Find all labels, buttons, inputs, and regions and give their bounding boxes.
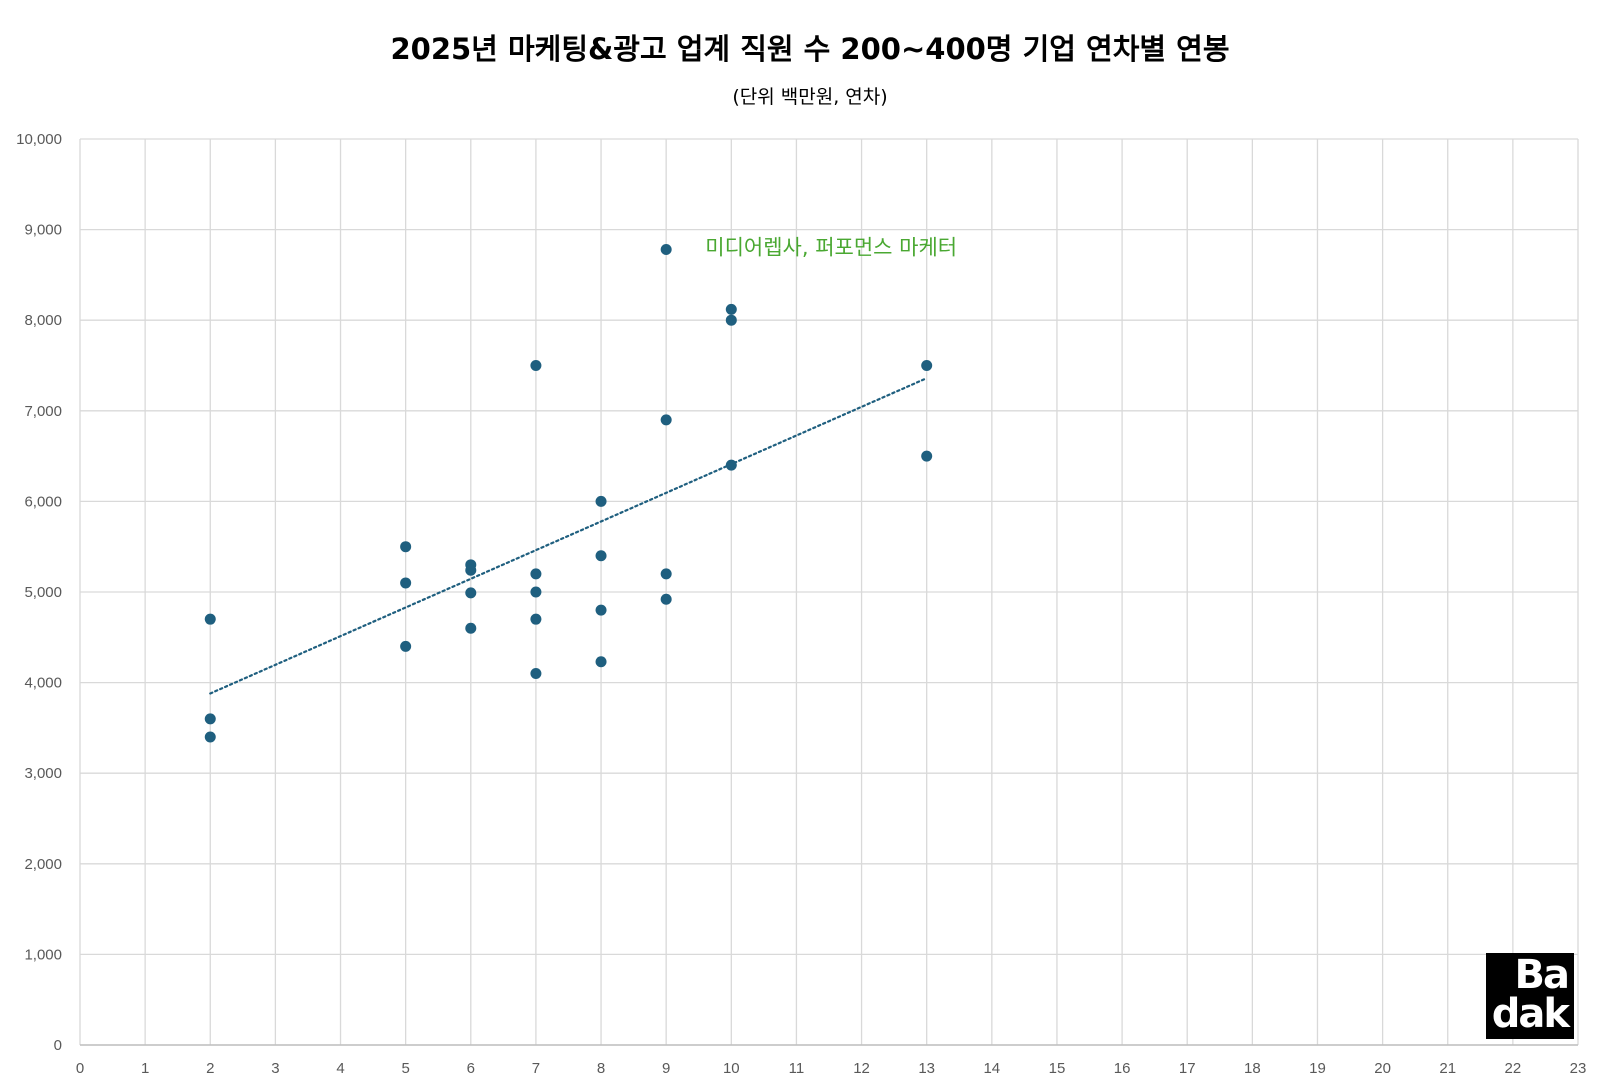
data-point [530, 668, 542, 680]
x-tick-label: 8 [597, 1060, 605, 1077]
x-tick-label: 11 [789, 1060, 805, 1077]
data-point [660, 244, 672, 256]
y-tick-label: 9,000 [24, 222, 62, 239]
trendline [209, 377, 928, 695]
data-point [465, 564, 477, 576]
x-tick-label: 16 [1114, 1060, 1131, 1077]
data-point [660, 593, 672, 605]
x-tick-label: 6 [467, 1060, 475, 1077]
data-point [595, 656, 607, 668]
x-tick-label: 5 [401, 1060, 409, 1077]
y-tick-label: 8,000 [24, 312, 62, 329]
x-tick-label: 0 [76, 1060, 84, 1077]
x-tick-label: 10 [723, 1060, 740, 1077]
y-tick-label: 2,000 [24, 856, 62, 873]
data-points [204, 244, 933, 743]
logo-text-line2: dak [1491, 991, 1570, 1037]
data-point [725, 314, 737, 326]
data-point [465, 622, 477, 634]
data-point [660, 414, 672, 426]
trendline-line [209, 377, 928, 695]
data-point [530, 568, 542, 580]
x-tick-label: 2 [206, 1060, 214, 1077]
x-tick-label: 13 [918, 1060, 935, 1077]
x-tick-label: 21 [1439, 1060, 1456, 1077]
data-point [204, 713, 216, 725]
x-tick-label: 4 [336, 1060, 344, 1077]
x-tick-label: 18 [1244, 1060, 1261, 1077]
data-point [725, 303, 737, 315]
data-point [465, 587, 477, 599]
data-point [595, 550, 607, 562]
x-tick-label: 15 [1049, 1060, 1066, 1077]
data-point [725, 459, 737, 471]
x-tick-label: 7 [532, 1060, 540, 1077]
data-point [204, 613, 216, 625]
y-tick-label: 6,000 [24, 493, 62, 510]
data-point [400, 577, 412, 589]
x-tick-label: 9 [662, 1060, 670, 1077]
chart-subtitle: (단위 백만원, 연차) [732, 86, 888, 108]
annotation-label: 미디어렙사, 퍼포먼스 마케터 [705, 236, 957, 260]
y-tick-label: 0 [54, 1037, 62, 1054]
y-tick-label: 10,000 [16, 131, 62, 148]
data-point [660, 568, 672, 580]
data-point [921, 360, 933, 371]
data-point [530, 613, 542, 625]
x-tick-label: 22 [1505, 1060, 1522, 1077]
logo-text-line1: Ba [1514, 952, 1571, 998]
x-tick-label: 12 [853, 1060, 870, 1077]
data-point [921, 450, 933, 462]
data-point [204, 731, 216, 743]
data-point [595, 604, 607, 616]
y-tick-label: 5,000 [24, 584, 62, 601]
chart-title: 2025년 마케팅&광고 업계 직원 수 200~400명 기업 연차별 연봉 [390, 32, 1230, 66]
data-point [530, 360, 542, 371]
y-tick-label: 1,000 [24, 946, 62, 963]
data-point [595, 495, 607, 507]
y-tick-label: 7,000 [24, 403, 62, 420]
x-tick-label: 1 [141, 1060, 149, 1077]
x-tick-label: 20 [1374, 1060, 1391, 1077]
annotations: 미디어렙사, 퍼포먼스 마케터 [705, 236, 957, 260]
x-tick-label: 23 [1570, 1060, 1587, 1077]
axis-labels: 0 1 2 3 4 5 6 7 8 9 10 11 12 13 14 15 16 17 18 19 20 21 22 2301… [16, 131, 1586, 1077]
x-tick-label: 3 [271, 1060, 279, 1077]
badak-logo: Ba dak [1486, 953, 1574, 1039]
data-point [400, 640, 412, 652]
y-tick-label: 4,000 [24, 675, 62, 692]
grid-lines [79, 138, 1579, 1046]
x-tick-label: 17 [1179, 1060, 1196, 1077]
x-tick-label: 19 [1309, 1060, 1326, 1077]
y-tick-label: 3,000 [24, 765, 62, 782]
data-point [530, 586, 542, 598]
data-point [400, 541, 412, 553]
x-tick-label: 14 [983, 1060, 1000, 1077]
